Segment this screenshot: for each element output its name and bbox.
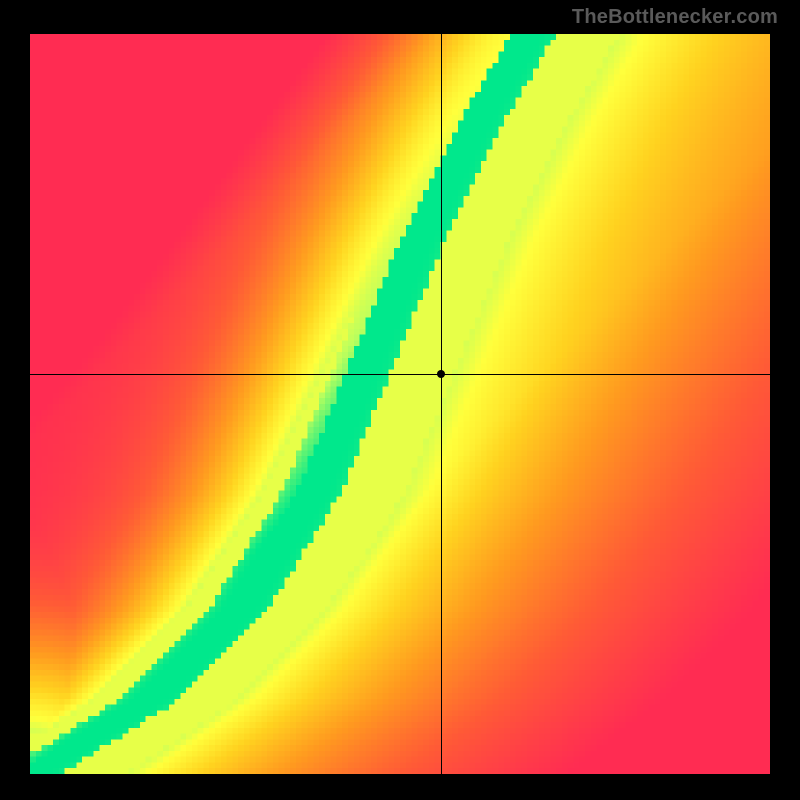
heatmap-plot xyxy=(30,34,770,774)
crosshair-horizontal xyxy=(30,374,770,375)
watermark-text: TheBottlenecker.com xyxy=(572,6,778,29)
crosshair-vertical xyxy=(441,34,442,774)
chart-container: TheBottlenecker.com xyxy=(0,0,800,800)
crosshair-marker xyxy=(437,370,445,378)
heatmap-canvas xyxy=(30,34,770,774)
